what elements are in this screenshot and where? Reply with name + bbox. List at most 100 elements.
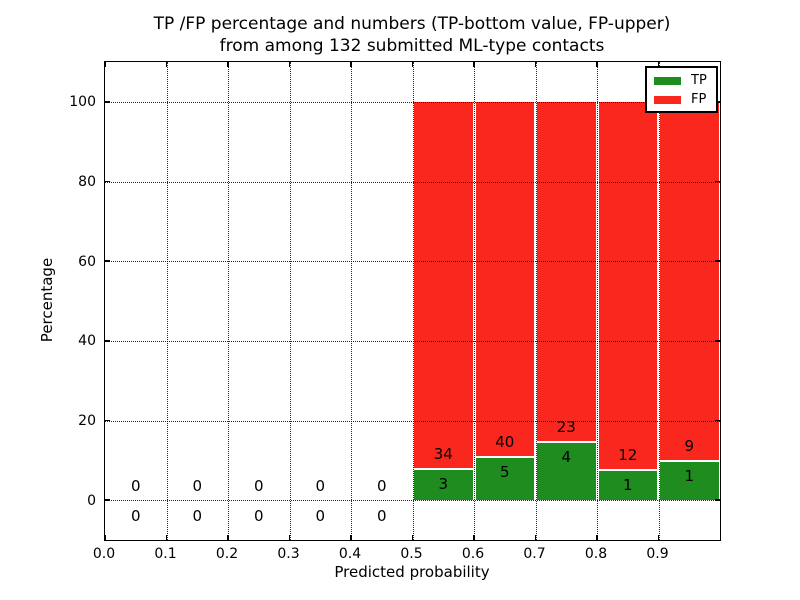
y-tick-label: 100 xyxy=(69,94,96,111)
x-tick-label: 0.0 xyxy=(92,546,116,562)
x-tick xyxy=(165,62,168,67)
tp-count-label: 1 xyxy=(684,467,695,486)
plot-area: 0 0 0 0 0 0 0 0 0 0 34 3 40 5 23 4 12 1 9 1 xyxy=(104,61,721,541)
gridline-horizontal xyxy=(105,500,720,502)
fp-count-label: 0 xyxy=(315,476,326,495)
fp-count-label: 34 xyxy=(433,444,453,463)
x-tick xyxy=(350,62,352,67)
fp-count-label: 9 xyxy=(684,436,695,455)
bar-tp-segment xyxy=(660,460,719,501)
bar-tp-segment xyxy=(598,469,657,501)
gridline-vertical xyxy=(412,62,414,540)
bar-tp-segment xyxy=(537,441,596,501)
y-tick-label: 80 xyxy=(78,174,96,190)
x-tick-label: 0.1 xyxy=(154,546,177,562)
tp-count-label: 0 xyxy=(376,507,387,526)
x-tick xyxy=(657,62,660,67)
x-tick xyxy=(534,62,537,67)
fp-count-label: 23 xyxy=(556,417,576,436)
legend: TP FP xyxy=(645,66,718,113)
gridline-horizontal xyxy=(105,181,720,183)
y-tick xyxy=(105,260,110,262)
x-tick xyxy=(288,62,291,67)
tp-count-label: 3 xyxy=(438,474,449,493)
x-tick-label: 0.5 xyxy=(400,546,423,562)
x-tick-label: 0.2 xyxy=(215,546,239,562)
gridline-horizontal xyxy=(105,340,720,342)
x-tick xyxy=(227,535,229,540)
x-tick xyxy=(411,62,414,67)
gridline-vertical xyxy=(535,62,537,540)
y-tick-label: 20 xyxy=(78,413,96,429)
gridline-vertical xyxy=(166,62,168,540)
x-tick xyxy=(104,62,106,67)
y-tick xyxy=(105,499,110,501)
gridline-vertical xyxy=(597,62,598,540)
bar-fp-segment xyxy=(537,101,596,442)
y-tick xyxy=(105,419,110,422)
legend-label-tp: TP xyxy=(691,73,707,88)
gridline-vertical xyxy=(289,62,291,540)
x-tick-label: 0.3 xyxy=(277,546,300,562)
x-tick-label: 0.9 xyxy=(646,546,669,562)
legend-label-fp: FP xyxy=(691,92,707,107)
bar-fp-segment xyxy=(598,101,657,470)
bar-fp-segment xyxy=(414,101,473,468)
bar-fp-segment xyxy=(660,101,719,461)
y-tick xyxy=(715,260,720,262)
x-tick-label: 0.6 xyxy=(461,546,485,562)
x-tick xyxy=(657,535,660,540)
fp-count-label: 12 xyxy=(618,446,638,465)
gridline-vertical xyxy=(228,62,229,540)
x-tick xyxy=(596,62,598,67)
gridline-horizontal xyxy=(105,420,720,422)
fp-count-label: 0 xyxy=(253,476,264,495)
tp-count-label: 4 xyxy=(561,448,572,467)
y-tick xyxy=(105,101,110,103)
fp-count-label: 40 xyxy=(495,432,515,451)
gridline-horizontal xyxy=(105,101,720,103)
x-tick xyxy=(227,62,229,67)
gridline-vertical xyxy=(474,62,475,540)
x-tick xyxy=(411,535,414,540)
tp-count-label: 0 xyxy=(192,507,203,526)
tp-count-label: 5 xyxy=(499,462,510,481)
x-tick xyxy=(473,62,475,67)
legend-swatch-tp xyxy=(654,76,681,85)
y-tick-label: 40 xyxy=(78,333,96,350)
fp-count-label: 0 xyxy=(192,476,203,495)
y-tick xyxy=(715,499,720,501)
tp-count-label: 0 xyxy=(253,507,264,526)
chart-title-line2: from among 132 submitted ML-type contact… xyxy=(219,36,605,56)
gridline-horizontal xyxy=(105,261,720,263)
x-tick-label: 0.4 xyxy=(338,546,362,562)
gridline-vertical xyxy=(658,62,660,540)
x-tick xyxy=(473,535,475,540)
chart-title-line1: TP /FP percentage and numbers (TP-bottom… xyxy=(153,14,671,34)
fp-count-label: 0 xyxy=(376,476,387,495)
x-tick-label: 0.7 xyxy=(523,546,546,562)
x-axis-label: Predicted probability xyxy=(334,563,490,581)
y-tick-label: 60 xyxy=(78,253,96,270)
bar-fp-segment xyxy=(475,101,534,456)
tp-count-label: 0 xyxy=(315,507,326,526)
chart-title: TP /FP percentage and numbers (TP-bottom… xyxy=(104,13,720,57)
legend-item-tp: TP xyxy=(647,71,716,90)
tp-count-label: 0 xyxy=(130,507,141,526)
x-tick xyxy=(534,535,537,540)
x-tick xyxy=(596,535,598,540)
tp-count-label: 1 xyxy=(622,476,633,495)
y-tick xyxy=(715,180,720,183)
fp-count-label: 0 xyxy=(130,476,141,495)
x-tick-label: 0.8 xyxy=(584,546,608,562)
y-tick xyxy=(715,419,720,422)
y-tick-label: 0 xyxy=(87,492,96,509)
x-tick xyxy=(350,535,352,540)
y-tick xyxy=(105,340,110,342)
legend-item-fp: FP xyxy=(647,90,716,109)
bar-tp-segment xyxy=(475,455,534,501)
x-tick xyxy=(104,535,106,540)
y-tick xyxy=(715,340,720,342)
bar-tp-segment xyxy=(414,467,473,501)
